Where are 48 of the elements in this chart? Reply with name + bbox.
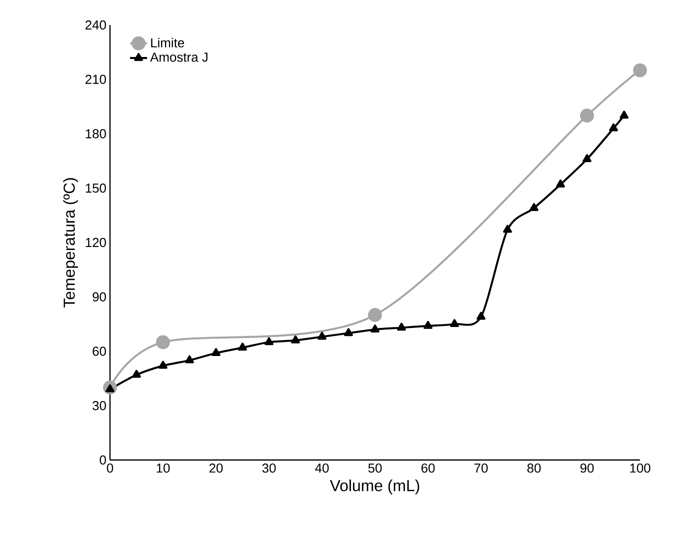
x-tick-label: 50 — [368, 464, 382, 473]
y-tick-label: 210 — [86, 74, 106, 84]
point — [609, 123, 618, 132]
y-tick-label: 240 — [86, 20, 106, 30]
x-tick-label: 10 — [156, 464, 170, 473]
point — [212, 348, 220, 356]
y-tick-label: 60 — [92, 346, 106, 356]
x-axis-title: Volume (mL) — [330, 480, 420, 494]
y-tick-label: 180 — [86, 129, 106, 138]
point — [503, 224, 512, 233]
point — [580, 108, 594, 123]
point — [318, 332, 326, 340]
point — [397, 322, 406, 331]
point — [291, 335, 300, 344]
point — [620, 110, 629, 119]
point — [530, 203, 538, 212]
y-tick-label: 90 — [92, 292, 106, 302]
x-tick-label: 60 — [421, 464, 435, 473]
x-tick-label: 70 — [474, 464, 488, 473]
point — [368, 308, 382, 322]
x-tick-label: 80 — [527, 464, 541, 473]
point — [582, 154, 592, 162]
y-tick-label: 150 — [86, 184, 106, 193]
point — [556, 180, 565, 188]
x-tick-label: 40 — [315, 464, 329, 473]
point — [158, 360, 168, 369]
point — [424, 320, 432, 329]
y-tick-label: 30 — [92, 401, 106, 410]
point — [450, 319, 459, 328]
point — [132, 370, 141, 378]
legend-label: Limite — [151, 38, 184, 48]
point — [344, 328, 353, 336]
legend-label: Amostra J — [150, 52, 208, 62]
point — [476, 312, 486, 320]
point — [633, 63, 647, 78]
y-axis-title: Temeperatura (ºC) — [63, 178, 78, 308]
x-tick-label: 20 — [209, 464, 223, 473]
y-tick-label: 120 — [86, 238, 106, 248]
x-tick-label: 0 — [106, 464, 114, 473]
point — [264, 337, 274, 346]
x-tick-label: 100 — [630, 464, 650, 473]
point — [238, 342, 247, 351]
point — [156, 335, 170, 350]
x-tick-label: 30 — [262, 464, 276, 473]
point — [185, 355, 194, 364]
y-tick-label: 0 — [100, 455, 106, 465]
point — [370, 324, 380, 332]
x-tick-label: 90 — [580, 464, 594, 473]
